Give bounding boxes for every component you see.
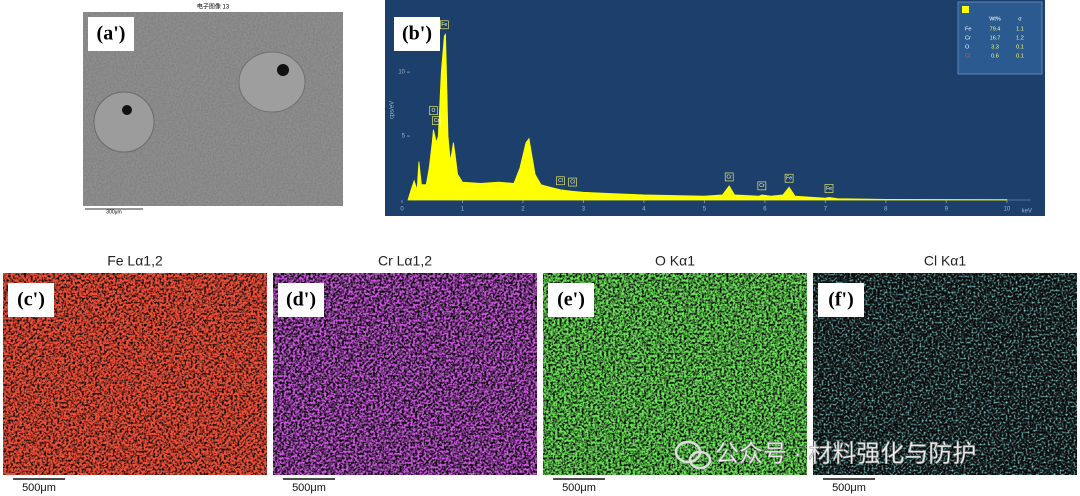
- x-tick-label: 10: [1003, 207, 1010, 213]
- legend-header: Wt%: [989, 16, 1001, 22]
- peak-label: O: [432, 108, 436, 114]
- legend-value: 1.2: [1016, 35, 1024, 41]
- peak-label: Fe: [786, 176, 792, 182]
- panel-label: (b'): [402, 23, 432, 45]
- peak-label: Cr: [727, 174, 733, 180]
- peak-label: Cl: [558, 178, 563, 184]
- panel-label: (e'): [557, 289, 585, 311]
- label-box: [278, 283, 324, 317]
- map-title: Fe Lα1,2: [107, 253, 163, 269]
- watermark-text: 公众号 · 材料强化与防护: [715, 440, 976, 467]
- peak-label: Cr: [759, 183, 765, 189]
- legend-element: Cl: [965, 53, 970, 59]
- scale-bar-label: 500μm: [562, 482, 596, 494]
- legend-value: 0.1: [1016, 44, 1024, 50]
- x-tick-label: 7: [824, 207, 828, 213]
- peak-marker: [724, 172, 734, 182]
- legend-value: 3.3: [991, 44, 999, 50]
- maps: Fe Lα1,2 (c') 500μm Cr Lα1,2 (d') 500μm O Kα1 (…: [3, 253, 1077, 494]
- x-tick-label: 3: [582, 207, 586, 213]
- y-tick-label: 10: [398, 70, 405, 76]
- x-tick-label: 2: [521, 207, 525, 213]
- scale-bar-label: 500μm: [292, 482, 326, 494]
- peak-marker: [757, 181, 767, 191]
- x-tick-label: 9: [945, 207, 949, 213]
- peak-label: Cr: [434, 118, 440, 124]
- x-tick-label: 1: [461, 207, 465, 213]
- panel-label: (f'): [828, 289, 854, 311]
- eds-spectrum: (b') cps/eV keV 0 1 2 3 4 5 6 7 8 9 10 5 10 O Cr Fe Cl Cl…: [385, 0, 1045, 216]
- panel-label: (d'): [286, 289, 316, 311]
- scale-bar-label: 500μm: [832, 482, 866, 494]
- scale-bar-label: 500μm: [22, 482, 56, 494]
- legend-value: 16.7: [990, 35, 1001, 41]
- map-title: Cr Lα1,2: [378, 253, 432, 269]
- peak-label: Cl: [570, 179, 575, 185]
- panel-label: (a'): [97, 23, 126, 45]
- legend-value: 0.6: [991, 53, 999, 59]
- panel-label: (c'): [17, 289, 45, 311]
- legend-element: O: [965, 44, 970, 50]
- peak-marker: [432, 116, 441, 125]
- legend-header: σ: [1018, 16, 1022, 22]
- y-tick-label: 5: [402, 134, 406, 140]
- peak-marker: [784, 173, 794, 183]
- x-tick-label: 8: [884, 207, 888, 213]
- image-title: 电子图像 13: [197, 3, 230, 11]
- x-tick-label: 0: [400, 207, 404, 213]
- label-box: [818, 283, 864, 317]
- map-title: Cl Kα1: [924, 253, 967, 269]
- peak-label: Fe: [441, 22, 447, 28]
- legend-element: Cr: [965, 35, 971, 41]
- legend-value: 0.1: [1016, 53, 1024, 59]
- peak-label: Fe: [826, 186, 832, 192]
- label-box: [8, 283, 54, 317]
- spectrum: [407, 33, 1008, 201]
- watermark: 公众号 · 材料强化与防护: [674, 440, 977, 470]
- label-box: [548, 283, 594, 317]
- x-tick-label: 6: [763, 207, 767, 213]
- y-axis-label: cps/eV: [390, 101, 396, 119]
- scale-bar-label: 300μm: [106, 209, 121, 215]
- x-axis-label: keV: [1022, 209, 1032, 215]
- peak-marker: [440, 20, 449, 30]
- sem-image: (a') 电子图像 13 300μm: [83, 3, 343, 215]
- x-tick-label: 5: [703, 207, 707, 213]
- legend-value: 79.4: [990, 26, 1001, 32]
- x-tick-label: 4: [642, 207, 646, 213]
- peak-marker: [556, 176, 565, 186]
- map-title: O Kα1: [655, 253, 695, 269]
- peak-marker: [568, 177, 577, 187]
- legend-value: 1.1: [1016, 26, 1024, 32]
- peak-marker: [429, 106, 438, 115]
- legend-element: Fe: [965, 26, 971, 32]
- peak-marker: [824, 184, 834, 193]
